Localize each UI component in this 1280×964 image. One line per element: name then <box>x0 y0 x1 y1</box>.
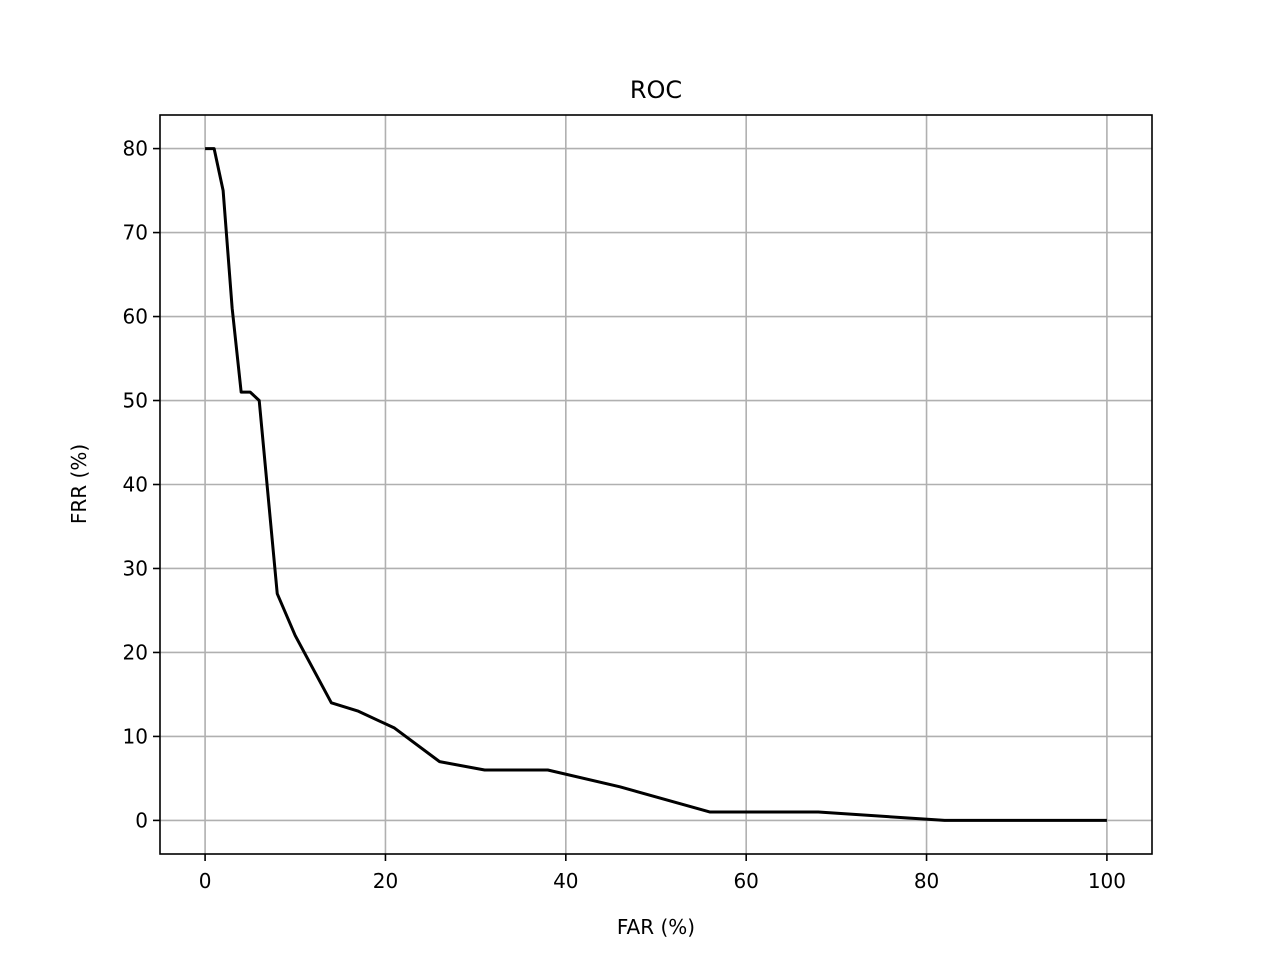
y-tick-label: 10 <box>123 724 148 748</box>
grid <box>160 115 1152 854</box>
y-tick-label: 30 <box>123 556 148 580</box>
y-tick-label: 80 <box>123 137 148 161</box>
x-tick-label: 40 <box>553 869 578 893</box>
x-tick-label: 100 <box>1088 869 1126 893</box>
chart-title: ROC <box>630 76 682 104</box>
y-tick-label: 40 <box>123 473 148 497</box>
y-tick-label: 20 <box>123 640 148 664</box>
y-tick-label: 60 <box>123 305 148 329</box>
x-axis-label: FAR (%) <box>617 915 695 939</box>
y-tick-label: 70 <box>123 221 148 245</box>
y-axis-label: FRR (%) <box>67 444 91 524</box>
x-tick-label: 80 <box>914 869 939 893</box>
ticks: 0 20 40 60 80 100 0 10 20 30 40 50 60 70 80 <box>123 137 1126 893</box>
x-tick-label: 60 <box>733 869 758 893</box>
x-tick-label: 0 <box>199 869 212 893</box>
line-series <box>205 147 1107 822</box>
plot-area <box>205 147 1107 822</box>
y-tick-label: 0 <box>135 808 148 832</box>
x-tick-label: 20 <box>373 869 398 893</box>
y-tick-label: 50 <box>123 389 148 413</box>
